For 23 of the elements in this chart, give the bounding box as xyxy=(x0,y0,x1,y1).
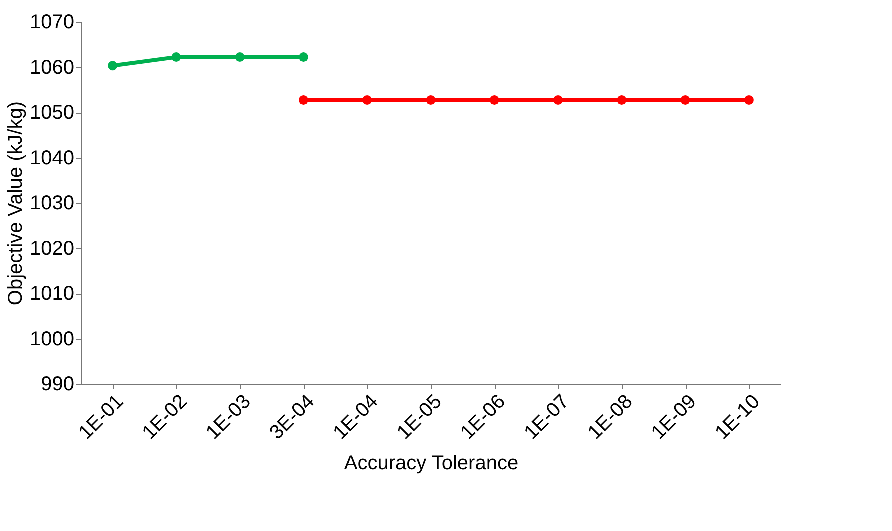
point xyxy=(108,61,118,71)
y-tick-label: 1050 xyxy=(30,102,74,124)
y-tick-label: 990 xyxy=(41,374,74,396)
point xyxy=(680,96,690,106)
point xyxy=(617,96,627,106)
y-tick-label: 1010 xyxy=(30,283,74,305)
point xyxy=(362,96,372,106)
point xyxy=(490,96,500,106)
y-axis-title: Objective Value (kJ/kg) xyxy=(5,101,28,306)
y-tick-label: 1070 xyxy=(30,12,74,34)
point xyxy=(172,52,182,62)
y-tick-label: 1060 xyxy=(30,56,74,79)
point xyxy=(298,52,308,62)
point xyxy=(554,96,564,106)
y-tick-label: 1040 xyxy=(30,147,74,170)
y-tick-label: 1000 xyxy=(30,328,74,350)
y-tick-label: 1020 xyxy=(30,238,74,260)
point xyxy=(426,96,436,106)
point xyxy=(744,96,754,106)
point xyxy=(298,96,308,106)
y-tick-label: 1030 xyxy=(30,192,74,214)
x-axis-title: Accuracy Tolerance xyxy=(344,452,519,474)
point xyxy=(235,52,245,62)
